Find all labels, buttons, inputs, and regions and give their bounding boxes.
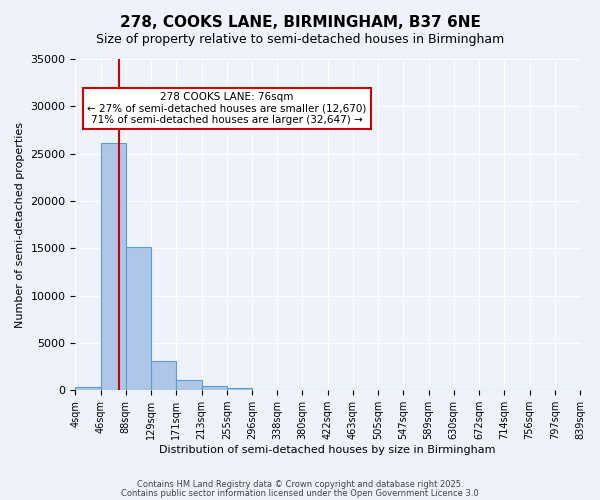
Bar: [176, 380, 202, 390]
Bar: [101, 143, 126, 390]
Text: Contains public sector information licensed under the Open Government Licence 3.: Contains public sector information licen…: [121, 488, 479, 498]
Text: 278 COOKS LANE: 76sqm
← 27% of semi-detached houses are smaller (12,670)
71% of : 278 COOKS LANE: 76sqm ← 27% of semi-deta…: [87, 92, 367, 126]
Text: 278, COOKS LANE, BIRMINGHAM, B37 6NE: 278, COOKS LANE, BIRMINGHAM, B37 6NE: [119, 15, 481, 30]
Bar: [202, 386, 227, 390]
Bar: [151, 362, 176, 390]
X-axis label: Distribution of semi-detached houses by size in Birmingham: Distribution of semi-detached houses by …: [160, 445, 496, 455]
Y-axis label: Number of semi-detached properties: Number of semi-detached properties: [15, 122, 25, 328]
Text: Size of property relative to semi-detached houses in Birmingham: Size of property relative to semi-detach…: [96, 32, 504, 46]
Bar: [227, 388, 252, 390]
Bar: [76, 388, 101, 390]
Bar: [126, 248, 151, 390]
Text: Contains HM Land Registry data © Crown copyright and database right 2025.: Contains HM Land Registry data © Crown c…: [137, 480, 463, 489]
